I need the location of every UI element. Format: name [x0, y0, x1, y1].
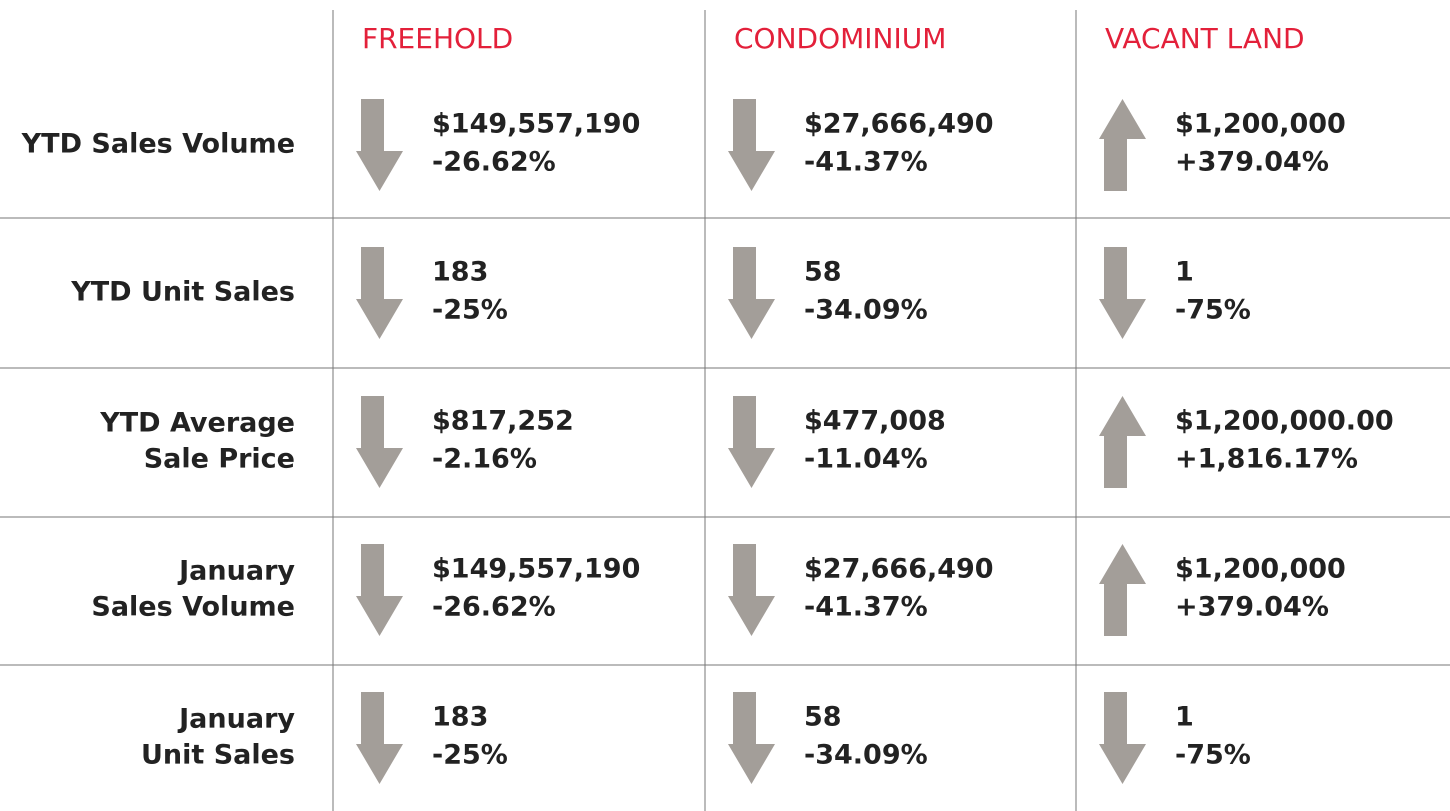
arrow-down: [728, 396, 775, 488]
cell-value: $1,200,000: [1175, 109, 1346, 140]
cell-change: -11.04%: [804, 444, 928, 475]
cell-value: $27,666,490: [804, 109, 994, 140]
column-header: CONDOMINIUM: [734, 22, 946, 55]
cell-change: -26.62%: [432, 592, 556, 623]
arrow-down: [728, 99, 775, 191]
row-label: January: [177, 704, 295, 735]
arrow-down: [356, 247, 403, 339]
arrow-down: [356, 544, 403, 636]
arrow-down: [728, 692, 775, 784]
arrow-down: [356, 396, 403, 488]
cell-value: 1: [1175, 702, 1194, 733]
cell-value: $477,008: [804, 406, 946, 437]
row-label: Sale Price: [144, 444, 295, 475]
cell-change: +1,816.17%: [1175, 444, 1358, 475]
arrow-down: [356, 99, 403, 191]
cell-value: 1: [1175, 257, 1194, 288]
arrow-up: [1099, 544, 1146, 636]
cell-change: -25%: [432, 295, 508, 326]
cell-change: -34.09%: [804, 740, 928, 771]
arrow-down: [356, 692, 403, 784]
cell-change: +379.04%: [1175, 147, 1329, 178]
arrow-down: [728, 247, 775, 339]
cell-change: -41.37%: [804, 592, 928, 623]
cell-value: $149,557,190: [432, 554, 640, 585]
arrow-down: [728, 544, 775, 636]
cell-value: $1,200,000: [1175, 554, 1346, 585]
cell-value: 58: [804, 702, 842, 733]
cell-change: -2.16%: [432, 444, 537, 475]
row-label: Sales Volume: [91, 592, 295, 623]
cell-change: -75%: [1175, 740, 1251, 771]
arrow-down: [1099, 692, 1146, 784]
cell-value: 183: [432, 257, 488, 288]
cell-change: -75%: [1175, 295, 1251, 326]
cell-change: +379.04%: [1175, 592, 1329, 623]
column-header: FREEHOLD: [362, 22, 513, 55]
arrow-down: [1099, 247, 1146, 339]
row-label: Unit Sales: [141, 740, 295, 771]
cell-value: $817,252: [432, 406, 574, 437]
cell-value: $149,557,190: [432, 109, 640, 140]
cell-change: -26.62%: [432, 147, 556, 178]
row-label: January: [177, 556, 295, 587]
cell-change: -25%: [432, 740, 508, 771]
arrow-up: [1099, 99, 1146, 191]
cell-change: -41.37%: [804, 147, 928, 178]
arrow-up: [1099, 396, 1146, 488]
cell-change: -34.09%: [804, 295, 928, 326]
row-label: YTD Sales Volume: [21, 129, 295, 160]
cell-value: 183: [432, 702, 488, 733]
cell-value: $27,666,490: [804, 554, 994, 585]
cell-value: 58: [804, 257, 842, 288]
column-header: VACANT LAND: [1105, 22, 1305, 55]
row-label: YTD Average: [99, 408, 295, 439]
cell-value: $1,200,000.00: [1175, 406, 1394, 437]
row-label: YTD Unit Sales: [70, 277, 295, 308]
